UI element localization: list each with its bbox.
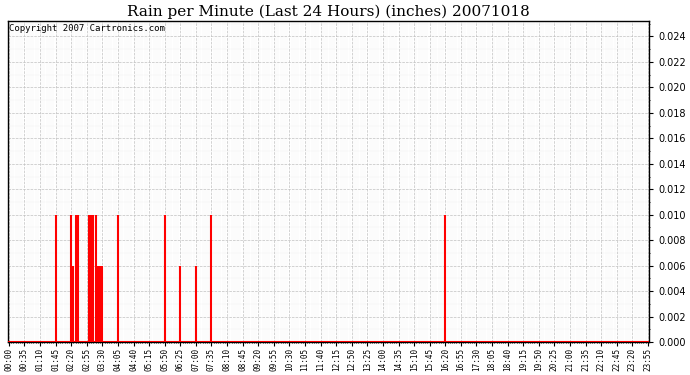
Title: Rain per Minute (Last 24 Hours) (inches) 20071018: Rain per Minute (Last 24 Hours) (inches)… (127, 4, 530, 18)
Text: Copyright 2007 Cartronics.com: Copyright 2007 Cartronics.com (9, 24, 165, 33)
